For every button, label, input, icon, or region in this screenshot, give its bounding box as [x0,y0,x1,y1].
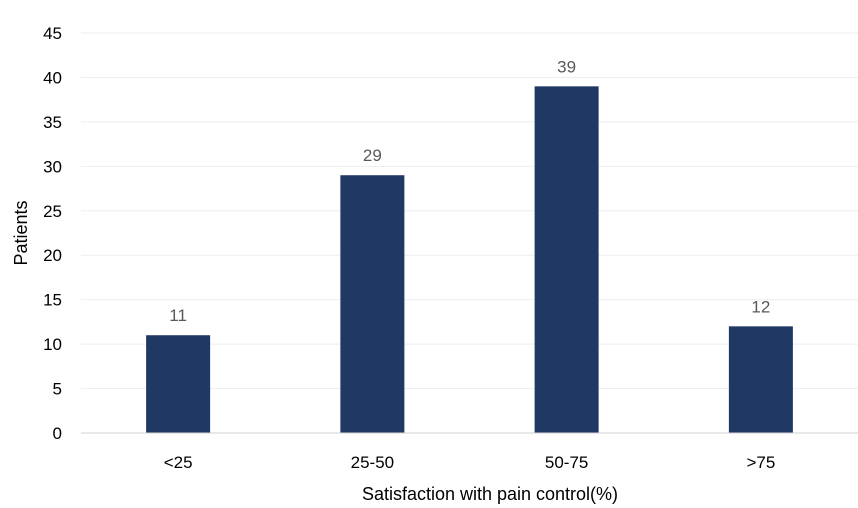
x-axis-ticks: <25 25-50 50-75 >75 [164,453,776,472]
data-label: 29 [363,146,382,165]
bar [728,326,793,433]
y-tick-label: 40 [43,68,62,87]
y-tick-label: 15 [43,291,62,310]
y-tick-label: 0 [53,424,62,443]
bar [340,175,405,433]
bars [146,86,793,433]
grid-lines [81,32,858,390]
y-tick-label: 35 [43,113,62,132]
bar [534,86,599,433]
y-tick-label: 10 [43,335,62,354]
x-tick-label: >75 [746,453,775,472]
x-tick-label: <25 [164,453,193,472]
x-tick-label: 50-75 [545,453,588,472]
y-tick-label: 25 [43,202,62,221]
data-label: 39 [557,57,576,76]
y-tick-label: 20 [43,246,62,265]
y-tick-label: 5 [53,380,62,399]
data-label: 11 [169,306,187,325]
x-tick-label: 25-50 [351,453,394,472]
y-axis-ticks: 0 5 10 15 20 25 30 35 40 45 [43,24,62,443]
bar [146,335,211,433]
y-axis-title: Patients [11,200,31,265]
y-tick-label: 30 [43,157,62,176]
data-label: 12 [751,297,770,316]
x-axis-title: Satisfaction with pain control(%) [362,484,618,504]
y-tick-label: 45 [43,24,62,43]
data-labels: 11 29 39 12 [169,57,770,325]
